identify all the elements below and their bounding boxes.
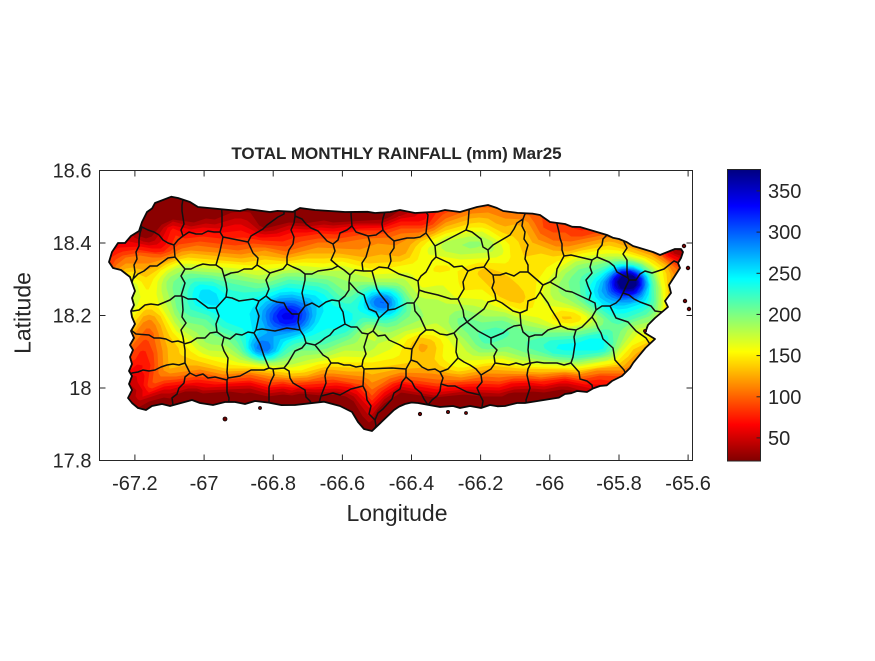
svg-text:18.2: 18.2 (53, 306, 92, 328)
svg-text:-66.6: -66.6 (320, 473, 366, 495)
svg-text:-67.2: -67.2 (112, 473, 158, 495)
svg-text:300: 300 (768, 222, 801, 244)
svg-text:-66: -66 (535, 473, 564, 495)
svg-text:50: 50 (768, 428, 790, 450)
svg-text:18.6: 18.6 (53, 161, 92, 183)
svg-text:-66.8: -66.8 (250, 473, 296, 495)
svg-text:Longitude: Longitude (346, 500, 447, 526)
svg-text:18: 18 (69, 378, 91, 400)
svg-text:18.4: 18.4 (53, 233, 92, 255)
svg-text:350: 350 (768, 181, 801, 203)
svg-text:-65.8: -65.8 (596, 473, 642, 495)
svg-text:Latitude: Latitude (10, 272, 36, 354)
svg-text:TOTAL MONTHLY RAINFALL (mm) Ma: TOTAL MONTHLY RAINFALL (mm) Mar25 (231, 144, 561, 163)
svg-text:-67: -67 (190, 473, 219, 495)
svg-text:250: 250 (768, 263, 801, 285)
svg-text:100: 100 (768, 387, 801, 409)
svg-text:-66.4: -66.4 (389, 473, 435, 495)
svg-text:-65.6: -65.6 (665, 473, 711, 495)
svg-text:200: 200 (768, 304, 801, 326)
svg-text:-66.2: -66.2 (458, 473, 504, 495)
svg-text:17.8: 17.8 (53, 451, 92, 473)
svg-text:150: 150 (768, 346, 801, 368)
